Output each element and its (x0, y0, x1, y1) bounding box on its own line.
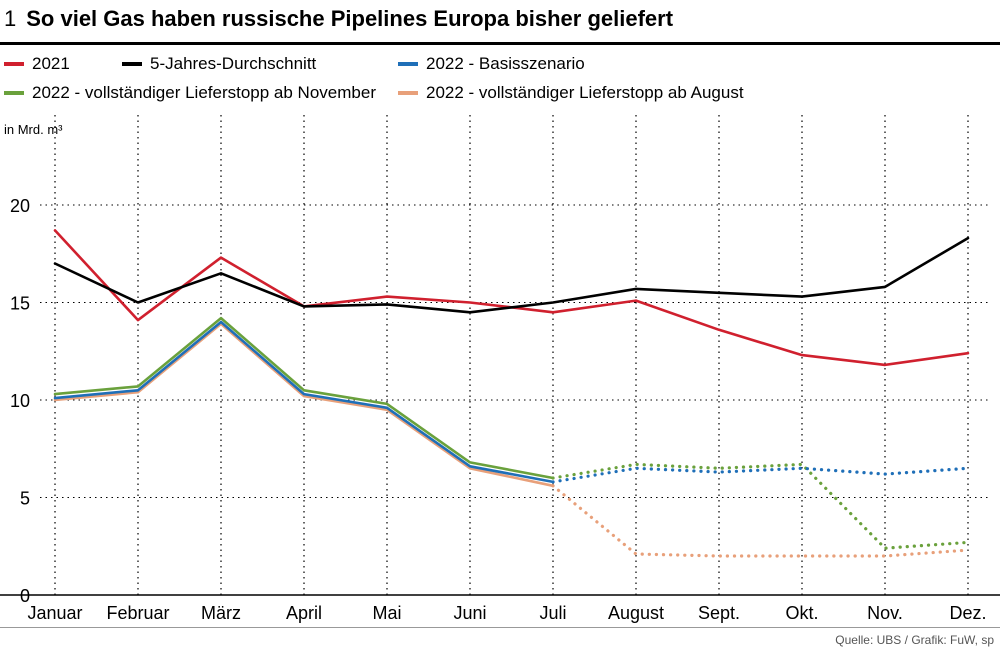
legend-label: 5-Jahres-Durchschnitt (150, 54, 317, 73)
legend-item-base-scenario: 2022 - Basisszenario (398, 54, 585, 74)
legend-label: 2022 - Basisszenario (426, 54, 585, 73)
y-tick-label: 10 (10, 391, 30, 411)
figure-number: 1 (4, 6, 17, 31)
source-note: Quelle: UBS / Grafik: FuW, sp (835, 633, 994, 647)
legend-swatch (4, 91, 24, 95)
legend-item-5-year-average: 5-Jahres-Durchschnitt (122, 54, 316, 74)
x-tick-label: Juni (453, 603, 486, 623)
x-tick-label: Mai (372, 603, 401, 623)
x-tick-label: April (286, 603, 322, 623)
series-line (53, 320, 555, 484)
legend-swatch (122, 62, 142, 66)
series-line (551, 466, 970, 484)
x-tick-label: Sept. (698, 603, 740, 623)
x-tick-label: Februar (106, 603, 169, 623)
legend: 2021 5-Jahres-Durchschnitt 2022 - Basiss… (0, 50, 1000, 110)
y-tick-label: 0 (20, 586, 30, 606)
y-tick-label: 5 (20, 489, 30, 509)
x-tick-label: Dez. (949, 603, 986, 623)
title-rule (0, 42, 1000, 45)
x-tick-label: Okt. (785, 603, 818, 623)
legend-item-stop-august: 2022 - vollständiger Lieferstopp ab Augu… (398, 83, 744, 103)
series-line (53, 316, 555, 480)
legend-item-stop-november: 2022 - vollständiger Lieferstopp ab Nove… (4, 83, 376, 103)
legend-swatch (4, 62, 24, 66)
y-tick-label: 20 (10, 196, 30, 216)
x-tick-label: Januar (27, 603, 82, 623)
series-line (53, 236, 970, 314)
legend-label: 2022 - vollständiger Lieferstopp ab Nove… (32, 83, 376, 102)
legend-swatch (398, 62, 418, 66)
legend-item-2021: 2021 (4, 54, 70, 74)
legend-label: 2022 - vollständiger Lieferstopp ab Augu… (426, 83, 744, 102)
legend-label: 2021 (32, 54, 70, 73)
y-tick-label: 15 (10, 294, 30, 314)
y-axis-label: in Mrd. m³ (4, 122, 63, 137)
series-line (53, 322, 555, 488)
x-tick-label: Juli (539, 603, 566, 623)
title-row: 1 So viel Gas haben russische Pipelines … (0, 6, 673, 38)
legend-swatch (398, 91, 418, 95)
series-line (551, 462, 970, 550)
chart-title: So viel Gas haben russische Pipelines Eu… (26, 6, 674, 31)
x-tick-label: März (201, 603, 241, 623)
x-tick-label: August (608, 603, 664, 623)
footer-rule (0, 627, 1000, 628)
x-tick-label: Nov. (867, 603, 903, 623)
series-line (551, 484, 970, 558)
